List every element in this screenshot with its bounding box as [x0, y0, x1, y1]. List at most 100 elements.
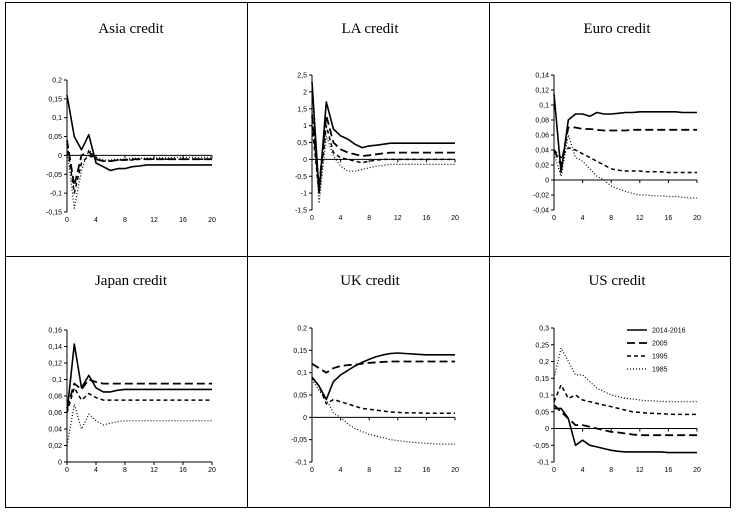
x-tick-label: 8	[123, 217, 127, 224]
x-tick-label: 4	[339, 215, 343, 222]
x-tick-label: 20	[208, 467, 216, 474]
series-line-2014-2016	[311, 81, 455, 194]
y-tick-label: 0,06	[535, 133, 549, 140]
y-tick-label: 0,2	[539, 359, 549, 366]
series-line-2005	[311, 114, 455, 188]
chart-panel: Japan credit 0,16 0,14 0,12 0,1 0,08 0,06 0,04 0…	[48, 273, 216, 474]
y-tick-label: -0,05	[46, 172, 62, 179]
y-tick-label: 0,15	[293, 348, 307, 355]
y-tick-label: 0,02	[535, 163, 549, 170]
y-tick-label: 0,1	[539, 393, 549, 400]
y-tick-label: 0,06	[48, 410, 62, 417]
x-tick-label: 8	[609, 215, 613, 222]
x-tick-label: 12	[394, 215, 402, 222]
y-tick-label: -0,05	[291, 437, 307, 444]
y-tick-label: 0,12	[535, 88, 549, 95]
series-line-2014-2016	[66, 94, 212, 172]
y-tick-label: 0,04	[48, 427, 62, 434]
y-tick-label: 0	[303, 415, 307, 422]
x-tick-label: 0	[65, 217, 69, 224]
y-tick-label: 0,12	[48, 361, 62, 368]
series-line-1995	[553, 147, 697, 174]
x-tick-label: 16	[665, 467, 673, 474]
chart-title: Euro credit	[583, 21, 651, 37]
y-tick-label: 0,1	[52, 115, 62, 122]
series-line-2005	[66, 140, 212, 187]
y-tick-label: 0,08	[48, 394, 62, 401]
grid-divider	[5, 256, 731, 257]
x-tick-label: 8	[609, 467, 613, 474]
series-line-2005	[66, 378, 212, 409]
y-tick-label: 0,05	[535, 409, 549, 416]
series-line-1985	[553, 347, 697, 403]
x-tick-label: 4	[581, 215, 585, 222]
figure-frame	[5, 2, 731, 508]
y-tick-label: 0	[303, 157, 307, 164]
y-tick-label: 0,2	[52, 78, 62, 85]
x-tick-label: 16	[179, 467, 187, 474]
x-tick-label: 16	[423, 467, 431, 474]
x-tick-label: 16	[179, 217, 187, 224]
y-tick-label: 0,08	[535, 118, 549, 125]
chart-panel: US credit 0,3 0,25 0,2 0,15 0,1 0,05 0 -0,05 -0,1…	[533, 273, 701, 474]
y-tick-label: 0,14	[48, 344, 62, 351]
y-tick-label: 0,14	[535, 73, 549, 80]
x-tick-label: 8	[123, 467, 127, 474]
series-line-1995	[66, 387, 212, 413]
legend-label: 1985	[652, 367, 668, 374]
grid-divider	[247, 2, 248, 508]
x-tick-label: 12	[150, 217, 158, 224]
chart-title: Asia credit	[98, 21, 164, 37]
y-tick-label: -0,1	[50, 191, 62, 198]
y-tick-label: 0	[545, 178, 549, 185]
y-tick-label: 0,16	[48, 328, 62, 335]
y-tick-label: 0,1	[52, 377, 62, 384]
series-line-1985	[66, 147, 212, 209]
y-tick-label: 0,3	[539, 326, 549, 333]
chart-title: Japan credit	[95, 273, 168, 289]
x-tick-label: 4	[94, 467, 98, 474]
x-tick-label: 16	[423, 215, 431, 222]
y-tick-label: -1,5	[295, 208, 307, 215]
series-line-2005	[311, 360, 455, 374]
y-tick-label: -0,04	[533, 208, 549, 215]
x-tick-label: 12	[150, 467, 158, 474]
y-tick-label: 0,02	[48, 443, 62, 450]
series-line-2014-2016	[311, 352, 455, 401]
y-tick-label: 0,1	[539, 103, 549, 110]
y-tick-label: 2	[303, 89, 307, 96]
x-tick-label: 12	[636, 215, 644, 222]
x-tick-label: 20	[451, 215, 459, 222]
y-tick-label: 0,05	[48, 134, 62, 141]
y-tick-label: 0	[545, 426, 549, 433]
series-line-2005	[553, 404, 697, 437]
x-tick-label: 0	[310, 215, 314, 222]
x-tick-label: 12	[636, 467, 644, 474]
chart-title: US credit	[588, 273, 646, 289]
y-tick-label: 0	[58, 460, 62, 467]
grid-divider	[489, 2, 490, 508]
series-line-1995	[66, 143, 212, 194]
y-tick-label: 0,25	[535, 342, 549, 349]
y-tick-label: 1	[303, 123, 307, 130]
y-tick-label: 0,5	[297, 140, 307, 147]
y-tick-label: 0,04	[535, 148, 549, 155]
y-tick-label: -0,1	[537, 460, 549, 467]
x-tick-label: 0	[65, 467, 69, 474]
y-tick-label: -1	[301, 191, 307, 198]
x-tick-label: 20	[208, 217, 216, 224]
x-tick-label: 20	[693, 467, 701, 474]
x-tick-label: 20	[451, 467, 459, 474]
x-tick-label: 20	[693, 215, 701, 222]
x-tick-label: 12	[394, 467, 402, 474]
chart-title: LA credit	[341, 21, 399, 37]
chart-title: UK credit	[340, 273, 400, 289]
y-tick-label: -0,02	[533, 193, 549, 200]
chart-panel: Euro credit 0,14 0,12 0,1 0,08 0,06 0,04 0,02 0 -…	[533, 21, 701, 222]
legend-label: 1995	[652, 354, 668, 361]
x-tick-label: 0	[310, 467, 314, 474]
x-tick-label: 8	[367, 467, 371, 474]
series-line-1985	[553, 134, 697, 199]
